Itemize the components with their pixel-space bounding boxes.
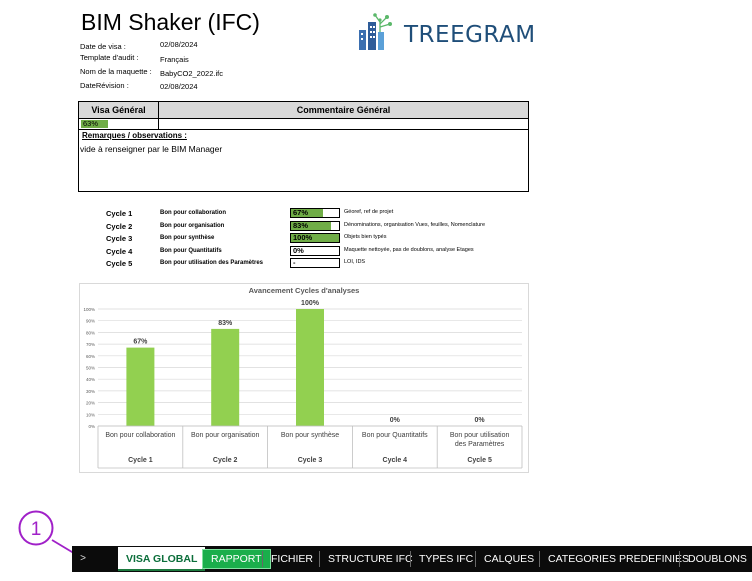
cycle-progress-bar [291, 209, 323, 217]
tab-separator [262, 551, 263, 567]
visa-percent-text: 63% [83, 119, 99, 128]
cycle-value: 67% [293, 208, 309, 217]
cycle-comment: Dénominations, organisation Vues, feuill… [344, 222, 486, 228]
remarks-heading: Remarques / observations : [82, 131, 187, 140]
tab-calques[interactable]: CALQUES [484, 553, 535, 565]
logo-text: TREEGRAM [404, 22, 536, 48]
visa-percent-bar [81, 120, 108, 128]
cycle-value: 100% [293, 233, 313, 242]
y-tick-label: 0% [88, 424, 95, 429]
divider [79, 129, 528, 130]
cycle-group-label: Cycle 3 [298, 457, 323, 464]
audit-template-value: Français [160, 55, 189, 64]
general-comment-header: Commentaire Général [159, 102, 528, 118]
tab-doublons[interactable]: DOUBLONS [688, 553, 747, 565]
treegram-logo-icon [359, 13, 392, 50]
cycle-description: Bon pour organisation [160, 223, 225, 229]
cycle-group-label: Cycle 4 [383, 457, 408, 464]
audit-template-label: Template d'audit : [80, 53, 139, 62]
category-label: Bon pour synthèse [281, 432, 339, 439]
cycle-group-label: Cycle 2 [213, 457, 238, 464]
bar-data-label: 100% [301, 300, 320, 307]
tab-visa-global[interactable]: VISA GLOBAL [118, 547, 206, 571]
revision-date-value: 02/08/2024 [160, 82, 198, 91]
visa-percent-cell[interactable] [79, 119, 159, 129]
bar-data-label: 67% [133, 339, 148, 346]
y-tick-label: 20% [86, 401, 95, 406]
chart-bar [296, 309, 324, 426]
cycle-comment: Maquette nettoyée, pas de doublons, anal… [344, 247, 474, 253]
y-tick-label: 60% [86, 354, 95, 359]
y-tick-label: 70% [86, 342, 95, 347]
visa-general-header: Visa Général [79, 102, 159, 118]
cycles-chart[interactable]: Avancement Cycles d'analyses 0% 10% 20% 30% 4… [79, 283, 529, 473]
model-name-value: BabyCO2_2022.ifc [160, 69, 223, 78]
tab-types-ifc[interactable]: TYPES IFC [419, 553, 474, 565]
y-tick-label: 80% [86, 330, 95, 335]
cycle-value: 83% [293, 221, 309, 230]
annotation-number: 1 [31, 519, 42, 540]
chart-title: Avancement Cycles d'analyses [249, 286, 360, 295]
cycle-label: Cycle 5 [106, 259, 133, 268]
divider [79, 118, 528, 119]
remarks-text[interactable]: vide à renseigner par le BIM Manager [80, 144, 223, 154]
cycle-description: Bon pour Quantitatifs [160, 248, 222, 254]
tab-fichier[interactable]: FICHIER [271, 553, 313, 565]
cycle-description: Bon pour utilisation des Paramètres [160, 260, 264, 266]
tab-rapport[interactable]: RAPPORT [202, 549, 271, 569]
cycle-comment: LOI, IDS [344, 259, 366, 265]
report-title: BIM Shaker (IFC) [81, 9, 260, 35]
y-tick-label: 10% [86, 412, 95, 417]
tab-structure-ifc[interactable]: STRUCTURE IFC [328, 553, 413, 565]
tab-scroll-right-icon[interactable]: > [80, 553, 86, 564]
visa-summary-box [78, 101, 529, 192]
tab-separator [679, 551, 680, 567]
tab-separator [410, 551, 411, 567]
cycle-description: Bon pour collaboration [160, 210, 226, 216]
category-label: Bon pour Quantitatifs [362, 432, 428, 439]
bar-data-label: 83% [218, 320, 233, 327]
cycle-comment: Objets bien typés [344, 234, 387, 240]
chart-bar [211, 328, 240, 426]
cycle-description: Bon pour synthèse [160, 235, 215, 241]
model-name-label: Nom de la maquette : [80, 67, 152, 76]
cycle-progress-bar [291, 222, 331, 230]
cycle-progress-bar [291, 234, 339, 242]
category-label: Bon pour organisation [191, 432, 260, 439]
tab-separator [539, 551, 540, 567]
tab-separator [319, 551, 320, 567]
cycle-label: Cycle 3 [106, 234, 133, 243]
revision-date-label: DateRévision : [80, 81, 129, 90]
cycle-label: Cycle 2 [106, 222, 133, 231]
y-tick-label: 90% [86, 319, 95, 324]
cycle-group-label: Cycle 5 [467, 457, 492, 464]
cycle-value-cell[interactable] [290, 246, 340, 256]
y-tick-label: 50% [86, 366, 95, 371]
y-tick-label: 30% [86, 389, 95, 394]
tab-separator [475, 551, 476, 567]
cycle-value-cell[interactable] [290, 258, 340, 268]
category-label: Bon pour utilisation des Paramètres [450, 432, 510, 448]
step-annotation-icon: 1 [18, 510, 54, 546]
y-tick-label: 40% [86, 377, 95, 382]
tab-categories-predefinies[interactable]: CATEGORIES PREDEFINIES [548, 553, 689, 565]
chart-svg: Avancement Cycles d'analyses 0% 10% 20% 30% 4… [83, 286, 523, 469]
bar-data-label: 0% [390, 417, 401, 424]
cycle-comment: Géoref, ref de projet [344, 209, 394, 215]
cycle-value: 0% [293, 246, 304, 255]
chart-bar [126, 347, 155, 426]
cycle-value: - [293, 258, 296, 267]
visa-date-value: 02/08/2024 [160, 40, 198, 49]
cycle-label: Cycle 1 [106, 209, 133, 218]
y-tick-label: 100% [83, 307, 95, 312]
cycle-group-label: Cycle 1 [128, 457, 153, 464]
cycle-label: Cycle 4 [106, 247, 133, 256]
visa-date-label: Date de visa : [80, 42, 126, 51]
bar-data-label: 0% [475, 417, 486, 424]
category-label: Bon pour collaboration [105, 432, 175, 439]
